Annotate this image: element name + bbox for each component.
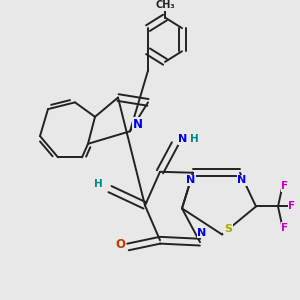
Text: F: F <box>281 181 289 191</box>
Text: O: O <box>115 238 125 250</box>
Text: H: H <box>190 134 198 144</box>
Text: CH₃: CH₃ <box>155 0 175 10</box>
Text: F: F <box>288 202 296 212</box>
Text: F: F <box>281 223 289 233</box>
Text: N: N <box>178 134 188 144</box>
Text: N: N <box>133 118 143 131</box>
Text: N: N <box>237 176 247 185</box>
Text: S: S <box>224 224 232 234</box>
Text: N: N <box>197 227 207 238</box>
Text: N: N <box>186 176 196 185</box>
Text: H: H <box>94 179 102 189</box>
